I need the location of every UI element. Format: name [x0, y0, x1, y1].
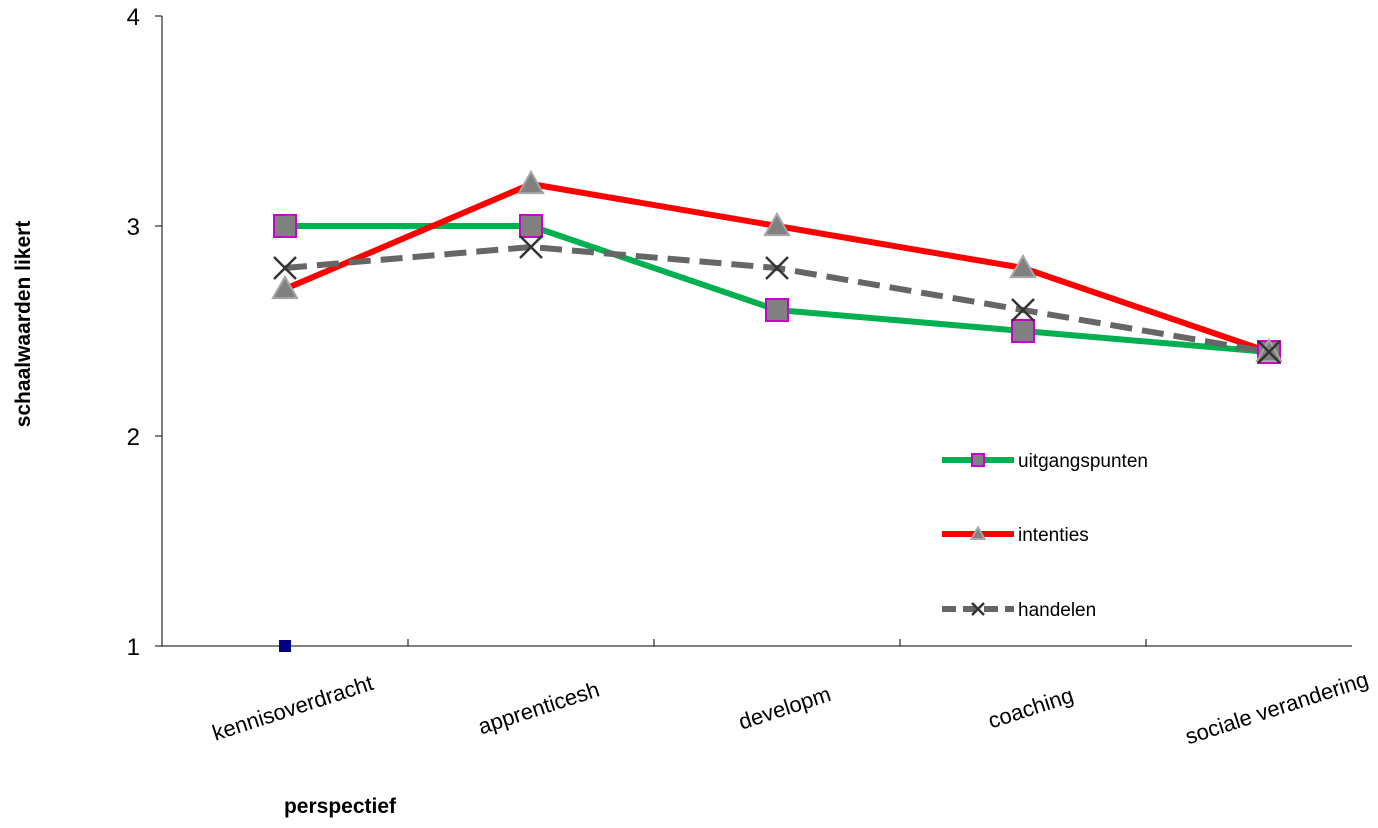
data-point-uitgangspunten	[519, 214, 543, 238]
axes	[155, 16, 1352, 647]
legend-label-intenties: intenties	[1018, 525, 1089, 546]
x-tick-label: coaching	[985, 682, 1076, 733]
data-point-uitgangspunten	[765, 298, 789, 322]
data-point-handelen	[1257, 340, 1281, 364]
x-axis-title: perspectief	[284, 795, 397, 818]
x-tick-label: sociale verandering	[1182, 667, 1371, 750]
y-tick-label: 4	[127, 4, 140, 31]
data-point-handelen	[1011, 298, 1035, 322]
data-point-uitgangspunten	[1011, 319, 1035, 343]
data-point-intenties	[763, 211, 791, 237]
data-point-extra	[279, 640, 291, 652]
y-tick-label: 3	[127, 214, 140, 241]
y-tick-label: 1	[127, 634, 140, 661]
data-point-intenties	[271, 274, 299, 300]
series-layer	[271, 169, 1283, 652]
x-tick-label: apprenticesh	[475, 677, 603, 740]
data-point-intenties	[1009, 253, 1037, 279]
x-tick-label: kennisoverdracht	[209, 670, 376, 746]
legend-label-handelen: handelen	[1018, 600, 1096, 621]
legend: uitgangspunten intenties handelen	[942, 451, 1148, 621]
y-tick-group: 1 2 3 4	[127, 4, 162, 661]
x-tick-label: developm	[735, 681, 833, 734]
data-point-intenties	[517, 169, 545, 195]
legend-marker-handelen	[971, 602, 985, 616]
data-point-handelen	[519, 235, 543, 259]
legend-label-uitgangspunten: uitgangspunten	[1018, 451, 1148, 472]
data-point-uitgangspunten	[273, 214, 297, 238]
x-tick-group: kennisoverdracht apprenticesh developm coac…	[209, 639, 1371, 749]
legend-marker-uitgangspunten	[971, 453, 985, 467]
data-point-handelen	[273, 256, 297, 280]
data-point-handelen	[765, 256, 789, 280]
y-tick-label: 2	[127, 424, 140, 451]
y-axis-title: schaalwaarden likert	[12, 221, 35, 428]
series-line-uitgangspunten	[285, 223, 1270, 355]
legend-marker-intenties	[969, 525, 987, 540]
